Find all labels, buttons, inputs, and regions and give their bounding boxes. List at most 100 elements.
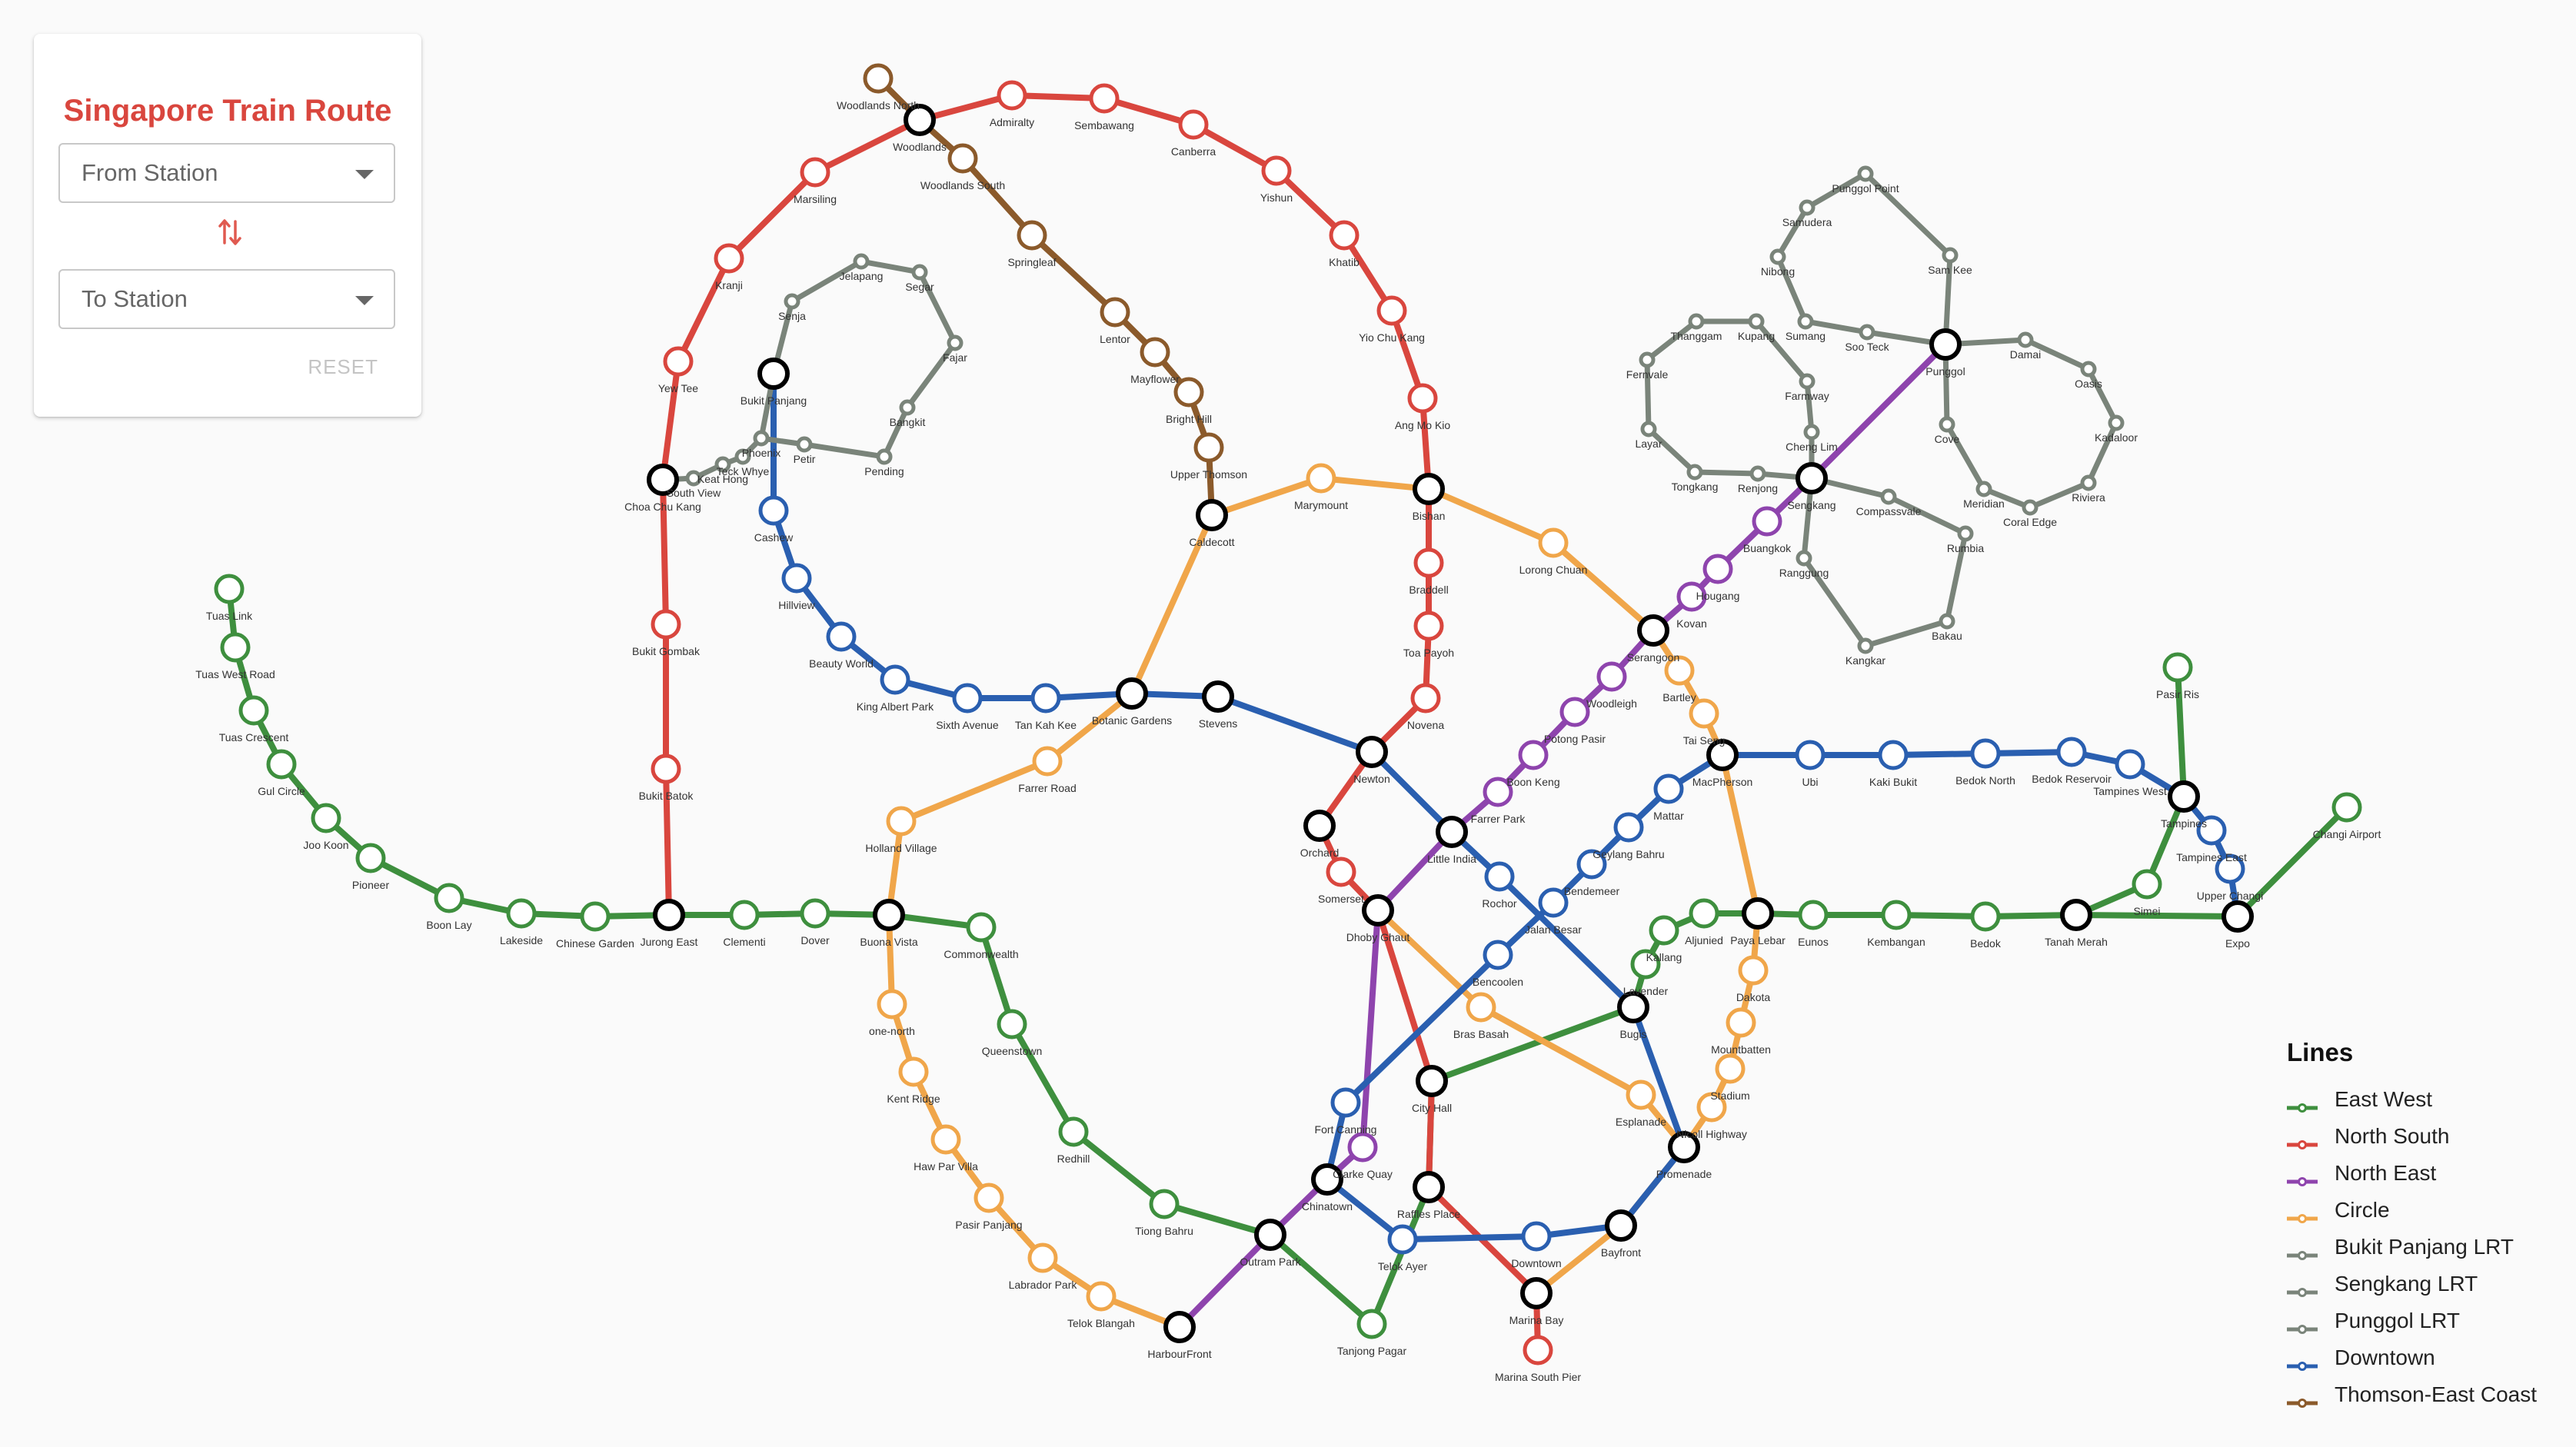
station-clementi[interactable] <box>729 900 760 930</box>
station-punggol-point[interactable] <box>1857 165 1874 182</box>
station-ang-mo-kio[interactable] <box>1407 383 1438 414</box>
station-admiralty[interactable] <box>997 80 1027 111</box>
station-tai-seng[interactable] <box>1689 698 1719 729</box>
station-keat-hong[interactable] <box>714 456 731 473</box>
station-boon-lay[interactable] <box>434 883 464 913</box>
station-promenade[interactable] <box>1668 1131 1700 1163</box>
station-punggol[interactable] <box>1929 328 1962 361</box>
station-changi-airport[interactable] <box>2331 792 2362 823</box>
station-cheng-lim[interactable] <box>1803 424 1820 441</box>
station-bendemeer[interactable] <box>1576 849 1607 880</box>
station-one-north[interactable] <box>877 989 907 1020</box>
station-khatib[interactable] <box>1329 220 1360 251</box>
station-chinatown[interactable] <box>1311 1163 1343 1196</box>
station-kent-ridge[interactable] <box>898 1056 929 1087</box>
station-novena[interactable] <box>1410 683 1441 714</box>
station-tan-kah-kee[interactable] <box>1030 683 1061 714</box>
station-teck-whye[interactable] <box>734 448 751 465</box>
station-beauty-world[interactable] <box>826 621 857 652</box>
station-stadium[interactable] <box>1715 1053 1746 1084</box>
station-kovan[interactable] <box>1676 581 1707 612</box>
station-nicoll-highway[interactable] <box>1696 1092 1727 1123</box>
station-choa-chu-kang[interactable] <box>647 464 679 496</box>
station-newton[interactable] <box>1356 736 1388 768</box>
station-compassvale[interactable] <box>1880 488 1897 505</box>
station-phoenix[interactable] <box>753 430 770 447</box>
station-woodleigh[interactable] <box>1596 661 1627 692</box>
station-kaki-bukit[interactable] <box>1878 740 1909 770</box>
station-pending[interactable] <box>876 448 893 465</box>
station-downtown[interactable] <box>1521 1221 1552 1252</box>
station-thanggam[interactable] <box>1688 313 1705 330</box>
station-bugis[interactable] <box>1617 991 1649 1023</box>
station-pasir-ris[interactable] <box>2162 652 2193 683</box>
station-bangkit[interactable] <box>899 399 916 416</box>
station-lorong-chuan[interactable] <box>1538 527 1569 558</box>
station-cove[interactable] <box>1939 416 1955 433</box>
station-tuas-west-road[interactable] <box>220 632 251 663</box>
station-bayfront[interactable] <box>1605 1209 1637 1242</box>
station-petir[interactable] <box>796 436 813 453</box>
station-tanjong-pagar[interactable] <box>1356 1309 1387 1339</box>
station-telok-blangah[interactable] <box>1086 1281 1117 1312</box>
station-senja[interactable] <box>784 293 800 310</box>
station-outram-park[interactable] <box>1254 1219 1286 1251</box>
station-tuas-crescent[interactable] <box>238 695 269 726</box>
station-clarke-quay[interactable] <box>1347 1132 1378 1163</box>
station-pioneer[interactable] <box>355 843 386 873</box>
station-woodlands[interactable] <box>904 104 936 136</box>
station-aljunied[interactable] <box>1689 898 1719 929</box>
station-marina-bay[interactable] <box>1520 1277 1553 1309</box>
station-damai[interactable] <box>2017 331 2034 348</box>
station-nibong[interactable] <box>1769 248 1786 265</box>
station-king-albert-park[interactable] <box>880 664 910 695</box>
station-gul-circle[interactable] <box>266 749 297 780</box>
station-lavender[interactable] <box>1630 949 1661 980</box>
station-simei[interactable] <box>2132 869 2162 900</box>
station-oasis[interactable] <box>2080 361 2097 378</box>
station-buangkok[interactable] <box>1752 506 1782 537</box>
station-marina-south-pier[interactable] <box>1523 1335 1553 1366</box>
station-kupang[interactable] <box>1748 313 1765 330</box>
station-joo-koon[interactable] <box>311 803 341 833</box>
station-mattar[interactable] <box>1653 773 1684 804</box>
station-ranggung[interactable] <box>1796 550 1812 567</box>
station-bishan[interactable] <box>1413 473 1445 505</box>
station-caldecott[interactable] <box>1196 499 1228 531</box>
station-hougang[interactable] <box>1702 554 1733 584</box>
station-buona-vista[interactable] <box>873 899 905 931</box>
station-tampines-east[interactable] <box>2196 815 2227 846</box>
station-woodlands-south[interactable] <box>947 143 978 174</box>
station-toa-payoh[interactable] <box>1413 610 1444 641</box>
station-fernvale[interactable] <box>1639 351 1656 368</box>
station-farrer-park[interactable] <box>1483 777 1513 807</box>
station-upper-thomson[interactable] <box>1193 432 1224 463</box>
station-segar[interactable] <box>911 264 928 281</box>
to-station-select[interactable]: To Station <box>58 269 395 329</box>
station-soo-teck[interactable] <box>1859 324 1875 341</box>
station-pasir-panjang[interactable] <box>973 1183 1004 1213</box>
station-queenstown[interactable] <box>997 1009 1027 1040</box>
station-telok-ayer[interactable] <box>1387 1224 1418 1255</box>
station-bakau[interactable] <box>1939 613 1955 630</box>
station-kranji[interactable] <box>714 243 744 274</box>
station-farmway[interactable] <box>1799 373 1816 390</box>
station-dover[interactable] <box>800 898 830 929</box>
station-marsiling[interactable] <box>800 157 830 188</box>
station-ubi[interactable] <box>1795 740 1825 770</box>
station-cashew[interactable] <box>758 495 789 526</box>
station-mountbatten[interactable] <box>1726 1007 1756 1038</box>
station-fort-canning[interactable] <box>1330 1087 1361 1118</box>
station-little-india[interactable] <box>1436 816 1468 848</box>
station-city-hall[interactable] <box>1416 1065 1448 1097</box>
station-botanic-gardens[interactable] <box>1116 677 1148 710</box>
station-haw-par-villa[interactable] <box>930 1124 961 1155</box>
station-layar[interactable] <box>1640 421 1657 437</box>
station-paya-lebar[interactable] <box>1742 897 1774 930</box>
station-macpherson[interactable] <box>1706 739 1739 771</box>
station-lakeside[interactable] <box>506 898 537 929</box>
station-orchard[interactable] <box>1303 810 1336 842</box>
station-marymount[interactable] <box>1306 463 1336 494</box>
station-bukit-batok[interactable] <box>651 753 681 784</box>
station-bright-hill[interactable] <box>1173 377 1204 407</box>
